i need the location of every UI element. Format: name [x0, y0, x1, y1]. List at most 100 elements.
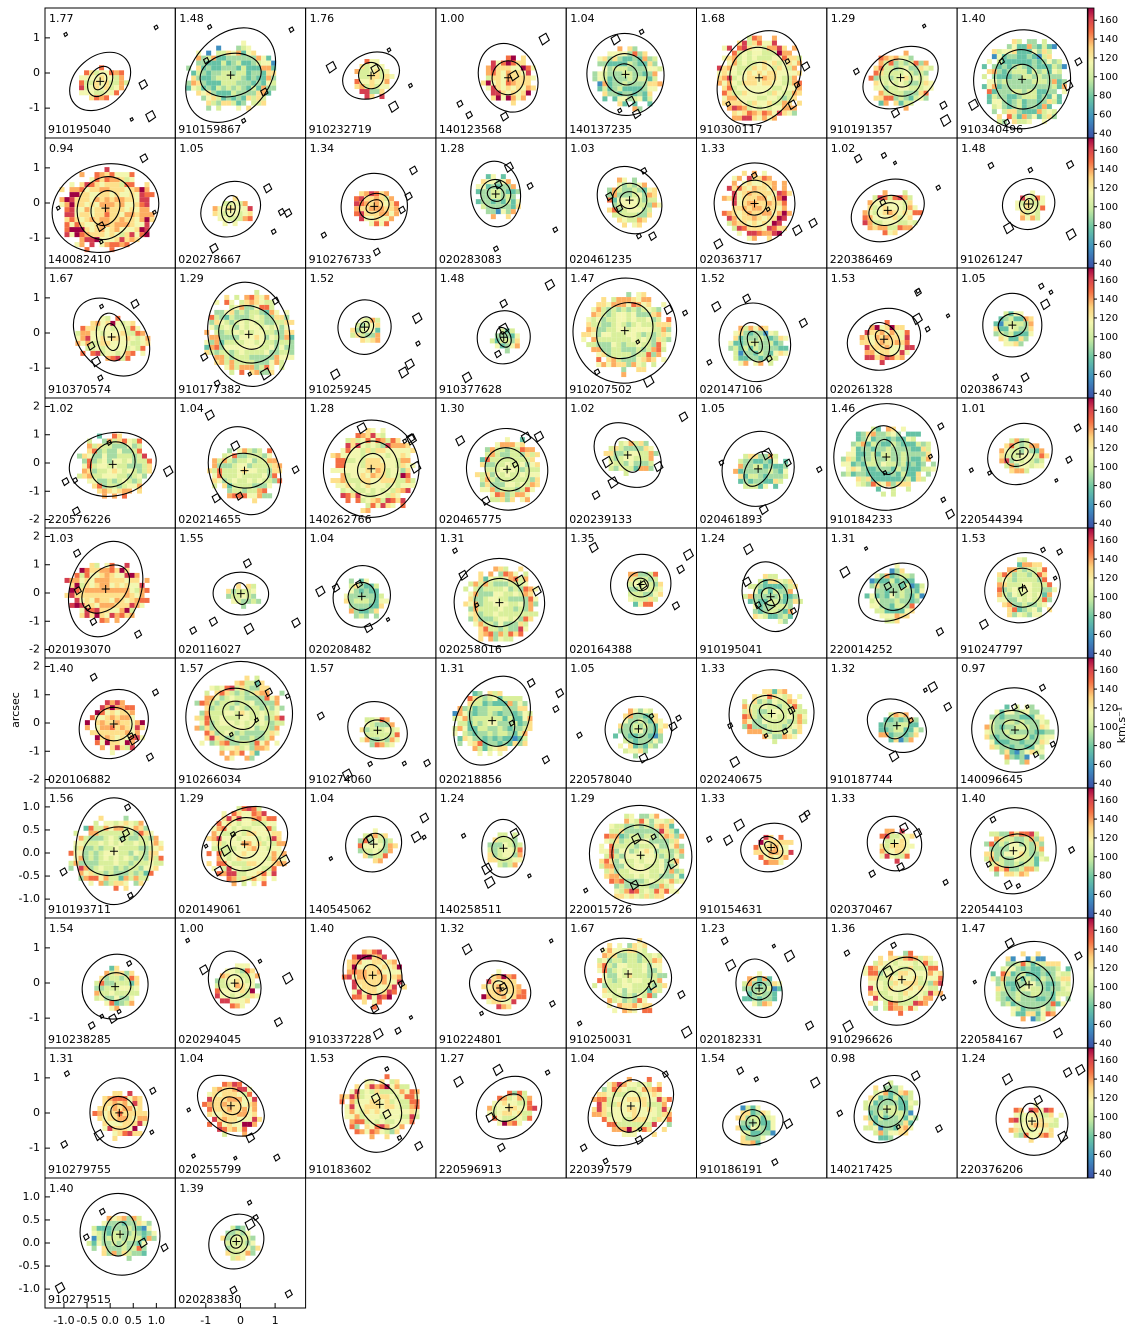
map-pixel	[219, 720, 225, 726]
map-pixel	[99, 567, 105, 573]
map-pixel	[999, 458, 1005, 464]
map-pixel	[514, 467, 520, 473]
map-pixel	[898, 55, 904, 61]
map-pixel	[513, 616, 519, 622]
map-pixel	[369, 216, 375, 222]
colorbar-tick-label: 160	[1099, 15, 1118, 26]
map-pixel	[385, 438, 391, 444]
map-pixel	[596, 312, 602, 318]
map-pixel	[889, 578, 895, 584]
map-pixel	[96, 443, 102, 449]
map-pixel	[116, 453, 122, 459]
map-pixel	[621, 207, 627, 213]
map-pixel	[484, 472, 490, 478]
noise-contour	[247, 371, 253, 377]
noise-contour	[935, 184, 942, 192]
map-pixel	[920, 456, 926, 462]
map-pixel	[64, 197, 70, 203]
map-pixel	[468, 601, 474, 607]
map-pixel	[786, 190, 792, 196]
map-pixel	[637, 76, 643, 82]
map-pixel	[1011, 89, 1017, 95]
map	[591, 411, 689, 501]
map-pixel	[350, 483, 356, 489]
map-pixel	[523, 601, 529, 607]
map-pixel	[736, 50, 742, 56]
map-pixel	[204, 344, 210, 350]
map-pixel	[264, 319, 270, 325]
map-pixel	[761, 80, 767, 86]
map-pixel	[340, 493, 346, 499]
map-pixel	[119, 192, 125, 198]
colorbar	[1087, 527, 1095, 659]
center-cross	[620, 326, 629, 335]
map-pixel	[89, 602, 95, 608]
map-pixel	[226, 95, 232, 101]
map-pixel	[519, 492, 525, 498]
map-pixel	[743, 478, 749, 484]
map-pixel	[490, 95, 496, 101]
map-pixel	[124, 217, 130, 223]
map-pixel	[262, 488, 268, 494]
map-pixel	[204, 710, 210, 716]
map-pixel	[267, 463, 273, 469]
map-pixel	[894, 563, 900, 569]
map-pixel	[239, 334, 245, 340]
map-pixel	[641, 312, 647, 318]
map-pixel	[783, 345, 789, 351]
map-pixel	[919, 593, 925, 599]
map-pixel	[636, 222, 642, 228]
map-pixel	[586, 322, 592, 328]
map-pixel	[766, 180, 772, 186]
map-pixel	[59, 197, 65, 203]
map-pixel	[1011, 99, 1017, 105]
map-pixel	[343, 593, 349, 599]
map-pixel	[616, 297, 622, 303]
map-pixel	[94, 207, 100, 213]
map-pixel	[115, 350, 121, 356]
map-pixel	[355, 498, 361, 504]
map-pixel	[762, 583, 768, 589]
map-pixel	[1011, 104, 1017, 110]
map-pixel	[94, 182, 100, 188]
map-pixel	[124, 177, 130, 183]
map-pixel	[509, 447, 515, 453]
map-pixel	[216, 80, 222, 86]
map-pixel	[767, 573, 773, 579]
map-pixel	[264, 344, 270, 350]
map-pixel	[485, 209, 491, 215]
map-pixel	[234, 294, 240, 300]
map-pixel	[510, 184, 516, 190]
map-pixel	[358, 613, 364, 619]
contour	[997, 312, 1027, 338]
map-pixel	[124, 582, 130, 588]
map-pixel	[134, 725, 140, 731]
map-pixel	[85, 325, 91, 331]
map-pixel	[86, 463, 92, 469]
map-pixel	[905, 486, 911, 492]
map-pixel	[86, 468, 92, 474]
contour	[863, 425, 909, 489]
map-pixel	[746, 210, 752, 216]
map-pixel	[631, 207, 637, 213]
map-pixel	[499, 447, 505, 453]
map-pixel	[877, 220, 883, 226]
map-pixel	[206, 95, 212, 101]
map-pixel	[389, 196, 395, 202]
y-tick-label: 1	[33, 291, 40, 304]
map-pixel	[380, 503, 386, 509]
map-pixel	[520, 75, 526, 81]
redshift-label: 1.03	[49, 532, 74, 545]
map-pixel	[515, 60, 521, 66]
map-pixel	[395, 488, 401, 494]
colorbar-tick-label: 100	[1099, 592, 1118, 603]
map-pixel	[129, 217, 135, 223]
map-pixel	[1042, 567, 1048, 573]
map-pixel	[756, 185, 762, 191]
map-pixel	[139, 720, 145, 726]
map-pixel	[756, 200, 762, 206]
map-pixel	[1018, 316, 1024, 322]
map-pixel	[930, 466, 936, 472]
map-pixel	[106, 458, 112, 464]
map-pixel	[237, 463, 243, 469]
